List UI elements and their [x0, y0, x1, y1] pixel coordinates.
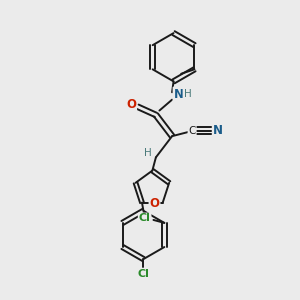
- Text: Cl: Cl: [137, 269, 149, 279]
- Text: Cl: Cl: [139, 214, 151, 224]
- Text: N: N: [174, 88, 184, 100]
- Text: O: O: [149, 197, 160, 210]
- Text: O: O: [126, 98, 136, 111]
- Text: H: H: [184, 89, 191, 99]
- Text: C: C: [188, 126, 196, 136]
- Text: N: N: [213, 124, 223, 137]
- Text: H: H: [144, 148, 152, 158]
